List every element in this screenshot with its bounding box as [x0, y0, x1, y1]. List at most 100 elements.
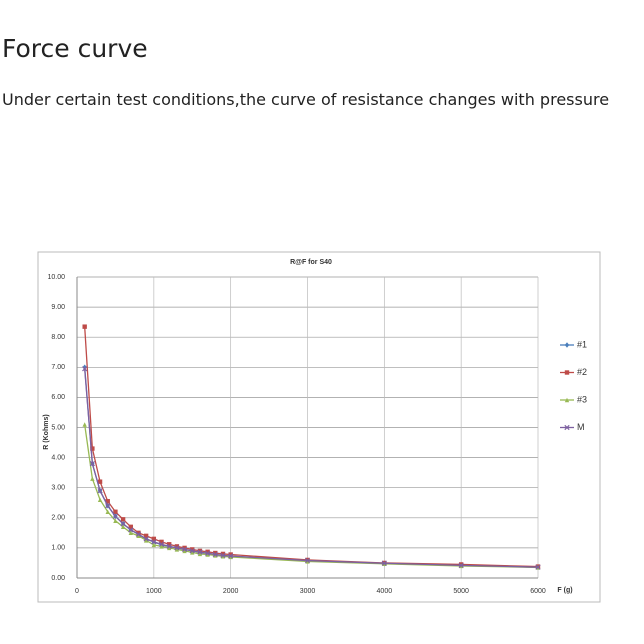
marker [90, 446, 95, 451]
marker [220, 552, 226, 559]
marker [458, 562, 464, 568]
marker [97, 497, 103, 502]
marker [158, 541, 165, 547]
y-tick-label: 8.00 [51, 334, 65, 341]
chart-frame [37, 251, 601, 603]
marker [220, 554, 226, 559]
marker [564, 370, 570, 375]
marker [305, 559, 310, 564]
marker [82, 422, 87, 427]
marker [167, 545, 172, 551]
marker [166, 543, 172, 550]
x-tick-label: 3000 [300, 588, 316, 595]
marker [167, 542, 172, 547]
marker [82, 364, 87, 371]
marker [190, 547, 195, 552]
marker [205, 549, 210, 555]
x-tick-label: 0 [75, 588, 79, 595]
description: Under certain test conditions,the curve … [2, 90, 610, 109]
marker [159, 544, 164, 549]
y-tick-label: 4.00 [51, 454, 65, 461]
marker [90, 476, 95, 481]
marker [564, 397, 570, 403]
x-tick-label: 6000 [530, 588, 546, 595]
x-tick-label: 1000 [146, 588, 162, 595]
y-tick-label: 10.00 [47, 274, 65, 281]
marker [228, 552, 233, 557]
marker [128, 524, 133, 530]
marker [143, 533, 149, 539]
marker [135, 531, 142, 537]
y-tick-label: 1.00 [51, 545, 65, 552]
marker [182, 548, 187, 554]
marker [204, 550, 211, 556]
y-tick-label: 6.00 [51, 394, 65, 401]
marker [220, 551, 226, 557]
x-axis-label: F (g) [557, 587, 572, 594]
marker [189, 548, 195, 554]
legend-label: #3 [577, 394, 587, 404]
y-tick-label: 9.00 [51, 304, 65, 311]
marker [82, 324, 87, 329]
marker [120, 524, 126, 530]
marker [120, 517, 126, 522]
marker [82, 366, 88, 372]
marker [564, 342, 570, 348]
marker [213, 550, 218, 556]
marker [304, 557, 311, 564]
y-tick-label: 2.00 [51, 515, 65, 522]
marker [143, 538, 149, 543]
y-tick-label: 3.00 [51, 485, 65, 492]
x-tick-label: 4000 [377, 588, 393, 595]
x-tick-label: 5000 [453, 588, 469, 595]
marker [120, 521, 126, 527]
series-line [84, 424, 539, 569]
marker [205, 552, 210, 557]
marker [143, 536, 149, 542]
legend-label: #2 [577, 367, 587, 377]
marker [197, 551, 203, 557]
marker [128, 530, 133, 536]
marker [228, 553, 234, 559]
marker [113, 518, 118, 524]
y-axis-label: R (Kohms) [43, 414, 50, 449]
marker [197, 549, 203, 555]
legend-label: M [577, 422, 585, 432]
marker [136, 533, 141, 539]
marker [105, 499, 110, 504]
x-tick-label: 2000 [223, 588, 239, 595]
marker [197, 548, 203, 554]
legend-label: #1 [577, 339, 587, 349]
marker [381, 560, 387, 566]
marker [151, 539, 157, 545]
marker [97, 488, 103, 494]
marker [128, 527, 134, 533]
marker [89, 460, 95, 467]
marker [159, 539, 164, 545]
marker [151, 542, 157, 548]
marker [182, 545, 187, 551]
marker [174, 547, 180, 552]
marker [97, 479, 103, 484]
marker [228, 554, 233, 560]
heading: Force curve [2, 34, 148, 63]
marker [136, 530, 141, 536]
marker [113, 509, 118, 514]
marker [174, 544, 180, 549]
marker [212, 551, 218, 558]
marker [190, 550, 195, 555]
y-tick-label: 7.00 [51, 364, 65, 371]
marker [181, 546, 188, 553]
marker [564, 424, 570, 431]
marker [112, 513, 119, 519]
y-tick-label: 5.00 [51, 424, 65, 431]
marker [151, 536, 157, 542]
marker [213, 553, 218, 558]
y-tick-label: 0.00 [51, 575, 65, 582]
marker [105, 509, 110, 514]
marker [105, 503, 111, 509]
marker [174, 545, 180, 551]
marker [535, 564, 541, 570]
